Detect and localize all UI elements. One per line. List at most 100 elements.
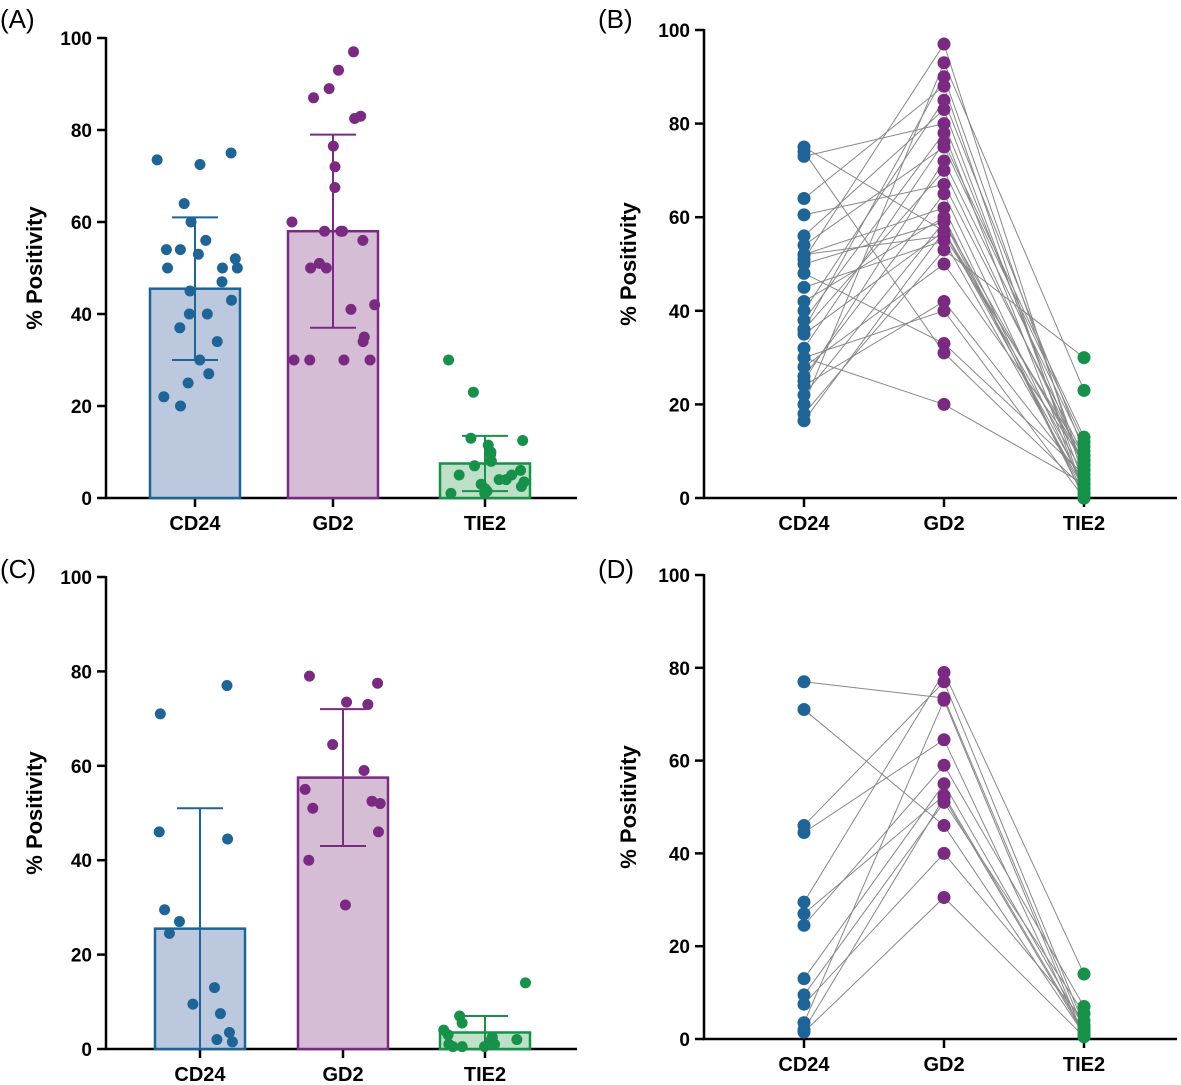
data-point bbox=[151, 154, 163, 166]
data-point bbox=[797, 826, 811, 840]
data-point bbox=[308, 92, 320, 104]
data-point bbox=[797, 238, 811, 252]
data-point bbox=[303, 670, 315, 682]
data-point bbox=[304, 354, 316, 366]
data-point bbox=[797, 907, 811, 921]
data-point bbox=[797, 1025, 811, 1039]
data-point bbox=[323, 83, 335, 95]
data-point bbox=[797, 379, 811, 393]
data-point bbox=[479, 487, 491, 499]
data-point bbox=[937, 846, 951, 860]
data-point bbox=[362, 698, 374, 710]
data-point bbox=[175, 400, 187, 412]
y-tick-label: 80 bbox=[71, 662, 92, 683]
data-point bbox=[160, 244, 172, 256]
data-point bbox=[223, 1026, 235, 1038]
data-point bbox=[465, 432, 477, 444]
data-point bbox=[183, 308, 195, 320]
x-tick-label: CD24 bbox=[169, 513, 221, 535]
x-tick-label: CD24 bbox=[778, 1054, 830, 1076]
y-tick-label: 100 bbox=[60, 29, 92, 50]
data-point bbox=[345, 303, 357, 315]
y-tick-label: 20 bbox=[669, 395, 690, 416]
data-point bbox=[1077, 967, 1091, 981]
y-tick-label: 80 bbox=[71, 121, 92, 142]
y-tick-label: 60 bbox=[669, 752, 690, 773]
data-point bbox=[937, 93, 951, 107]
data-point bbox=[154, 708, 166, 720]
y-axis-label: % Positivity bbox=[616, 201, 641, 325]
data-point bbox=[1077, 383, 1091, 397]
y-tick-label: 100 bbox=[658, 566, 690, 587]
data-point bbox=[937, 675, 951, 689]
data-point bbox=[797, 918, 811, 932]
data-point bbox=[1077, 477, 1091, 491]
panel-label: (A) bbox=[0, 4, 35, 34]
y-axis-label: % Positivity bbox=[616, 744, 641, 868]
data-point bbox=[229, 253, 241, 265]
data-point bbox=[937, 154, 951, 168]
data-point bbox=[319, 225, 331, 237]
data-point bbox=[288, 354, 300, 366]
data-point bbox=[286, 216, 298, 228]
data-point bbox=[216, 276, 228, 288]
data-point bbox=[337, 225, 349, 237]
data-point bbox=[307, 802, 319, 814]
x-tick-label: CD24 bbox=[778, 513, 830, 535]
data-point bbox=[173, 916, 185, 928]
data-point bbox=[937, 79, 951, 93]
data-point bbox=[937, 201, 951, 215]
data-point bbox=[797, 414, 811, 428]
data-point bbox=[329, 161, 341, 173]
data-point bbox=[797, 191, 811, 205]
data-point bbox=[174, 244, 186, 256]
data-point bbox=[511, 1034, 523, 1046]
panel-a: (A) % Positivity 0 20 40 60 80 100 CD24 GD2 TIE2 bbox=[0, 4, 577, 535]
data-point bbox=[320, 262, 332, 274]
data-point bbox=[453, 469, 465, 481]
y-tick-label: 0 bbox=[679, 1030, 690, 1051]
data-point bbox=[214, 1008, 226, 1020]
data-point bbox=[369, 299, 381, 311]
data-point bbox=[489, 1038, 501, 1050]
data-point bbox=[372, 826, 384, 838]
data-point bbox=[209, 982, 221, 994]
data-point bbox=[485, 455, 497, 467]
data-point bbox=[1077, 1013, 1091, 1027]
data-point bbox=[937, 210, 951, 224]
data-point bbox=[184, 285, 196, 297]
data-point bbox=[937, 304, 951, 318]
y-tick-label: 60 bbox=[71, 757, 92, 778]
data-point bbox=[937, 791, 951, 805]
y-axis-label: % Positivity bbox=[22, 750, 47, 874]
data-point bbox=[797, 266, 811, 280]
x-tick-label: TIE2 bbox=[1063, 1054, 1105, 1076]
data-point bbox=[203, 368, 215, 380]
data-point bbox=[797, 208, 811, 222]
data-point bbox=[937, 243, 951, 257]
data-point bbox=[797, 988, 811, 1002]
data-point bbox=[797, 972, 811, 986]
data-point bbox=[937, 346, 951, 360]
data-point bbox=[515, 464, 527, 476]
paired-line bbox=[803, 896, 1085, 1038]
y-tick-label: 40 bbox=[71, 851, 92, 872]
data-point bbox=[445, 487, 457, 499]
x-tick-label: GD2 bbox=[312, 513, 353, 535]
data-point bbox=[1077, 449, 1091, 463]
data-point bbox=[517, 435, 529, 446]
panel-d: (D) % Positivity 0 20 40 60 80 100 CD24 GD2 TIE2 bbox=[598, 554, 1177, 1076]
data-point bbox=[327, 140, 339, 152]
data-point bbox=[797, 351, 811, 365]
data-point bbox=[372, 677, 384, 689]
data-point bbox=[349, 113, 361, 124]
data-point bbox=[153, 826, 165, 838]
data-point bbox=[937, 758, 951, 772]
data-point bbox=[797, 229, 811, 243]
data-point bbox=[937, 337, 951, 351]
data-point bbox=[797, 323, 811, 337]
data-point bbox=[1077, 468, 1091, 482]
y-tick-label: 40 bbox=[669, 302, 690, 323]
data-point bbox=[797, 294, 811, 308]
